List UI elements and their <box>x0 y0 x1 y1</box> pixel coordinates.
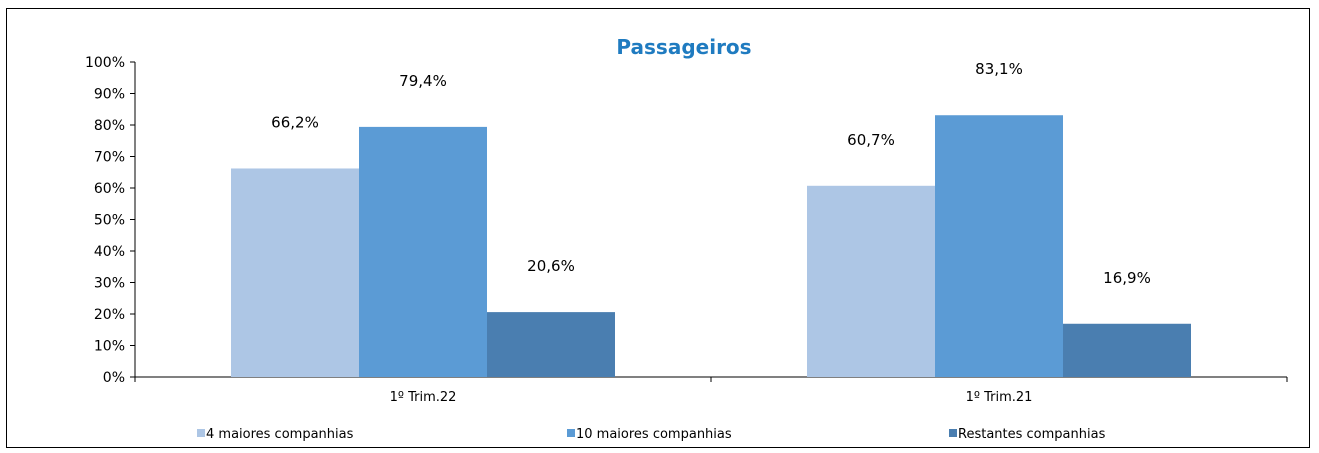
legend-swatch <box>949 429 957 437</box>
data-label: 66,2% <box>271 113 319 131</box>
legend: 4 maiores companhias 10 maiores companhia… <box>197 427 1106 442</box>
data-label: 79,4% <box>399 72 447 90</box>
bar <box>807 185 935 377</box>
y-tick-label: 50% <box>94 213 125 229</box>
x-category-label: 1º Trim.22 <box>390 390 457 405</box>
y-tick-label: 70% <box>94 150 125 166</box>
y-tick-label: 10% <box>94 339 125 355</box>
y-tick-label: 40% <box>94 244 125 260</box>
bar <box>935 115 1063 378</box>
bar <box>359 126 487 377</box>
y-tick-label: 80% <box>94 118 125 134</box>
y-tick-label: 90% <box>94 87 125 103</box>
legend-swatch <box>197 429 205 437</box>
y-tick-label: 60% <box>94 181 125 197</box>
legend-label: 10 maiores companhias <box>576 427 732 442</box>
legend-label: 4 maiores companhias <box>206 427 354 442</box>
data-label: 16,9% <box>1103 269 1151 287</box>
chart-title: Passageiros <box>616 35 751 59</box>
plot-area: 0% 10% 20% 30% 40% 50% 60% 70% 80% 90% 100% 66,2% 79… <box>85 55 1288 405</box>
bar <box>487 312 615 377</box>
y-tick-label: 30% <box>94 276 125 292</box>
data-label: 20,6% <box>527 257 575 275</box>
legend-swatch <box>567 429 575 437</box>
bar <box>1063 323 1191 377</box>
y-tick-label: 100% <box>85 55 125 71</box>
data-label: 83,1% <box>975 60 1023 78</box>
y-tick-label: 20% <box>94 307 125 323</box>
data-label: 60,7% <box>847 131 895 149</box>
y-tick-label: 0% <box>103 370 125 386</box>
legend-label: Restantes companhias <box>958 427 1106 442</box>
x-category-label: 1º Trim.21 <box>966 390 1033 405</box>
bar <box>231 168 359 377</box>
